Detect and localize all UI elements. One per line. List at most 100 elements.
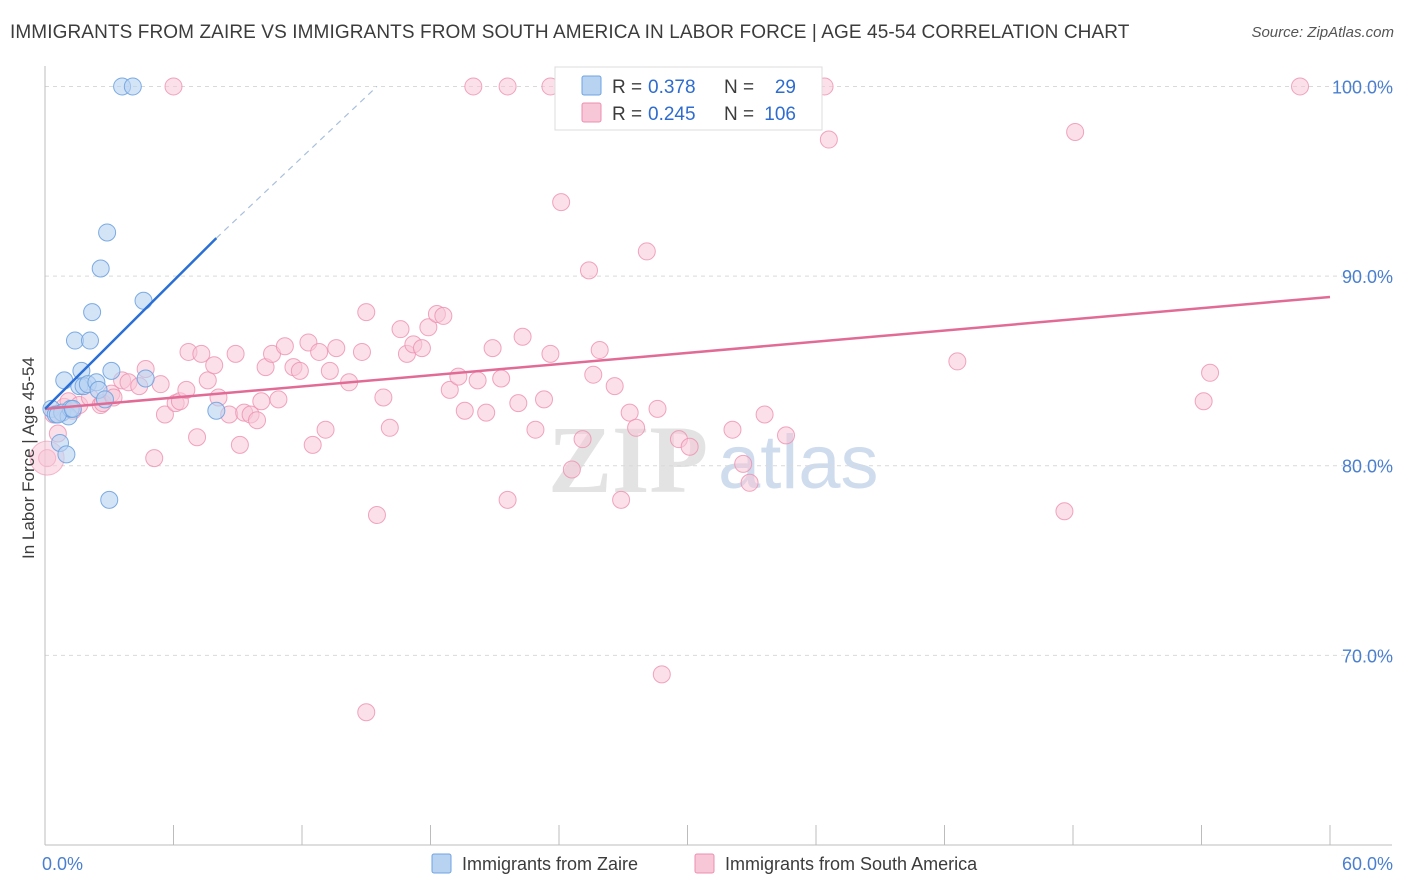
south-america-point — [310, 342, 329, 361]
south-america-point — [468, 371, 487, 390]
legend-n-zaire: 29 — [775, 77, 796, 98]
legend-r-south-america: 0.245 — [648, 104, 696, 125]
south-america-point — [391, 320, 410, 339]
zaire-point — [55, 371, 74, 390]
zaire-point — [80, 331, 99, 350]
zaire-point — [91, 259, 110, 278]
south-america-point — [562, 460, 581, 479]
y-tick-label: 80.0% — [1342, 457, 1393, 477]
legend-n-label: N = — [724, 104, 754, 125]
south-america-point — [357, 303, 376, 322]
south-america-point — [374, 388, 393, 407]
south-america-point — [205, 356, 224, 375]
legend-r-label: R = — [612, 104, 642, 125]
south-america-point — [440, 380, 459, 399]
south-america-point — [1201, 363, 1220, 382]
south-america-point — [620, 403, 639, 422]
south-america-point — [275, 337, 294, 356]
y-tick-label: 90.0% — [1342, 267, 1393, 287]
south-america-point — [449, 367, 468, 386]
south-america-point — [145, 449, 164, 468]
south-america-point — [316, 420, 335, 439]
source-credit: Source: ZipAtlas.com — [1251, 24, 1394, 41]
south-america-point — [320, 361, 339, 380]
south-america-point — [498, 77, 517, 96]
south-america-point — [352, 342, 371, 361]
south-america-point — [419, 318, 438, 337]
south-america-point — [303, 435, 322, 454]
south-america-point — [652, 665, 671, 684]
south-america-point — [177, 380, 196, 399]
trend-lines — [44, 86, 1331, 411]
south-america-point — [290, 361, 309, 380]
x-tick-label: 60.0% — [1342, 854, 1393, 874]
south-america-point — [637, 242, 656, 261]
y-tick-labels: 70.0% 80.0% 90.0% 100.0% — [1332, 77, 1393, 666]
south-america-point — [509, 394, 528, 413]
zaire-point — [63, 399, 82, 418]
legend-r-label: R = — [612, 77, 642, 98]
south-america-point — [151, 375, 170, 394]
y-tick-label: 100.0% — [1332, 77, 1393, 97]
south-america-point — [464, 77, 483, 96]
y-tick-label: 70.0% — [1342, 646, 1393, 666]
zaire-point — [207, 401, 226, 420]
zaire-trend-extension — [215, 86, 378, 239]
south-america-point — [434, 306, 453, 325]
bottom-legend-label-south-america: Immigrants from South America — [725, 854, 978, 874]
south-america-point — [627, 418, 646, 437]
south-america-point — [412, 339, 431, 358]
south-america-point — [777, 426, 796, 445]
legend-swatch-zaire — [581, 75, 602, 96]
bottom-legend-label-zaire: Immigrants from Zaire — [462, 854, 638, 874]
south-america-point — [380, 418, 399, 437]
south-america-point — [612, 490, 631, 509]
bottom-legend-swatch-south-america — [694, 853, 715, 874]
south-america-point — [198, 371, 217, 390]
south-america-point — [164, 77, 183, 96]
zaire-point — [102, 361, 121, 380]
correlation-legend: R = 0.378 N = 29 R = 0.245 N = 106 — [554, 66, 823, 131]
south-america-point — [455, 401, 474, 420]
south-america-point — [819, 130, 838, 149]
x-tick-label: 0.0% — [42, 854, 83, 874]
south-america-point — [755, 405, 774, 424]
zaire-point — [136, 369, 155, 388]
south-america-point — [357, 703, 376, 722]
south-america-point — [1055, 502, 1074, 521]
south-america-point — [648, 399, 667, 418]
south-america-point — [513, 327, 532, 346]
watermark: ZIP atlas — [548, 406, 879, 513]
south-america-point — [535, 390, 554, 409]
south-america-point — [552, 193, 571, 212]
south-america-point — [226, 344, 245, 363]
south-america-point — [327, 339, 346, 358]
south-america-point — [1291, 77, 1310, 96]
bottom-legend-swatch-zaire — [431, 853, 452, 874]
south-america-points — [29, 77, 1310, 722]
south-america-point — [680, 437, 699, 456]
south-america-point — [734, 454, 753, 473]
legend-r-zaire: 0.378 — [648, 77, 696, 98]
south-america-point — [605, 377, 624, 396]
zaire-point — [98, 223, 117, 242]
legend-n-south-america: 106 — [764, 104, 796, 125]
chart-title: IMMIGRANTS FROM ZAIRE VS IMMIGRANTS FROM… — [10, 22, 1130, 43]
south-america-point — [740, 473, 759, 492]
south-america-point — [367, 506, 386, 525]
south-america-point — [573, 430, 592, 449]
x-tick-labels: 0.0% 60.0% — [42, 854, 1393, 874]
south-america-point — [155, 405, 174, 424]
zaire-point — [123, 77, 142, 96]
south-america-trend-line — [44, 295, 1331, 411]
south-america-point — [1194, 392, 1213, 411]
zaire-point — [57, 445, 76, 464]
south-america-point — [948, 352, 967, 371]
zaire-point — [100, 490, 119, 509]
gridlines — [45, 85, 1392, 656]
zaire-trend-line — [44, 237, 218, 410]
south-america-point — [584, 365, 603, 384]
south-america-point — [188, 428, 207, 447]
south-america-point — [483, 339, 502, 358]
